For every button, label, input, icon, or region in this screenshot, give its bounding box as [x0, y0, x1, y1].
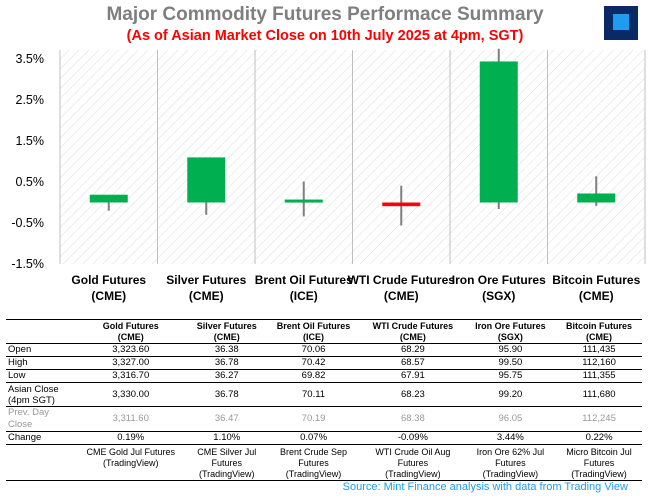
candles [89, 48, 616, 226]
table-cell: 70.19 [266, 406, 362, 432]
y-tick-label: 3.5% [16, 52, 45, 66]
table-cell: 36.47 [187, 406, 267, 432]
table-row: Low 3,316.70 36.27 69.82 67.91 95.75 111,355 [6, 369, 642, 383]
table-column-header: Bitcoin Futures (CME) [556, 319, 642, 344]
table-row-label: Low [6, 369, 74, 383]
table-cell: 69.82 [266, 369, 362, 383]
table-cell: 3,316.70 [74, 369, 188, 383]
candle-body [577, 193, 616, 203]
table-column-header: Brent Oil Futures (ICE) [266, 319, 362, 344]
table-cell: 0.07% [266, 431, 362, 445]
table-cell: 67.91 [361, 369, 465, 383]
candle-body [187, 157, 226, 203]
candle-body [382, 202, 421, 207]
y-tick-label: 1.5% [16, 134, 45, 148]
table-row: Prev. Day Close 3,311.60 36.47 70.19 68.38 96… [6, 406, 642, 432]
chart-title: Major Commodity Futures Performace Summa… [106, 4, 544, 25]
x-tick-label: (CME) [384, 289, 419, 303]
table-cell: 111,680 [556, 382, 642, 407]
table-row-label: Prev. Day Close [6, 406, 74, 432]
table-cell: 3.44% [464, 431, 557, 445]
table-row-label: Open [6, 343, 74, 357]
table-cell: 3,311.60 [74, 406, 188, 432]
x-tick-label: (CME) [579, 289, 614, 303]
x-tick-label: Silver Futures [166, 273, 246, 287]
table-corner-cell [6, 319, 74, 344]
table-cell: 36.78 [187, 356, 267, 370]
table-cell: 68.29 [361, 343, 465, 357]
table-header-row: Gold Futures (CME) Silver Futures (CME) Bren… [6, 319, 642, 344]
y-tick-label: 0.5% [16, 175, 45, 189]
table-row: High 3,327.00 36.78 70.42 68.57 99.50 112,160 [6, 356, 642, 370]
table-column-header: Iron Ore Futures (SGX) [464, 319, 557, 344]
logo-mark [613, 14, 629, 30]
table-note-cell: Brent Crude Sep Futures (TradingView) [266, 444, 362, 481]
x-tick-label: (SGX) [482, 289, 515, 303]
table-cell: 112,245 [556, 406, 642, 432]
price-table: Gold Futures (CME) Silver Futures (CME) Bren… [6, 319, 642, 481]
candle-body [284, 199, 323, 203]
table-row: Change 0.19% 1.10% 0.07% -0.09% 3.44% 0.22% [6, 431, 642, 445]
table-cell: 68.57 [361, 356, 465, 370]
table-row: Open 3,323.60 36.38 70.06 68.29 95.90 111,435 [6, 343, 642, 357]
x-tick-label: (ICE) [290, 289, 318, 303]
x-tick-label: Gold Futures [71, 273, 146, 287]
table-cell: 36.27 [187, 369, 267, 383]
table-cell: 70.42 [266, 356, 362, 370]
table-cell: 111,435 [556, 343, 642, 357]
table-column-header: Gold Futures (CME) [74, 319, 188, 344]
table-row-label: Asian Close (4pm SGT) [6, 382, 74, 407]
table-cell: 68.23 [361, 382, 465, 407]
table-note-cell: CME Gold Jul Futures (TradingView) [74, 444, 188, 481]
table-cell: 112,160 [556, 356, 642, 370]
x-tick-label: (CME) [91, 289, 126, 303]
table-note-cell: WTI Crude Oil Aug Futures (TradingView) [361, 444, 465, 481]
table-cell: 70.11 [266, 382, 362, 407]
candle-body [479, 61, 518, 203]
table-cell: 1.10% [187, 431, 267, 445]
table-cell: 95.75 [464, 369, 557, 383]
x-tick-label: (CME) [189, 289, 224, 303]
table-column-header: Silver Futures (CME) [187, 319, 267, 344]
x-tick-label: WTI Crude Futures [348, 273, 456, 287]
table-cell: 0.22% [556, 431, 642, 445]
source-note: Source: Mint Finance analysis with data … [342, 481, 628, 493]
x-tick-label: Bitcoin Futures [552, 273, 640, 287]
table-cell: 99.50 [464, 356, 557, 370]
table-cell: 99.20 [464, 382, 557, 407]
table-cell: -0.09% [361, 431, 465, 445]
x-tick-label: Iron Ore Futures [452, 273, 546, 287]
table-notes-blank [6, 444, 74, 481]
table-cell: 68.38 [361, 406, 465, 432]
table-cell: 3,323.60 [74, 343, 188, 357]
table-row-label: High [6, 356, 74, 370]
table-row: Asian Close (4pm SGT) 3,330.00 36.78 70.11 68… [6, 382, 642, 407]
table-cell: 95.90 [464, 343, 557, 357]
table-note-cell: Micro Bitcoin Jul Futures (TradingView) [556, 444, 642, 481]
table-cell: 3,327.00 [74, 356, 188, 370]
x-tick-label: Brent Oil Futures [255, 273, 353, 287]
table-note-cell: CME Silver Jul Futures (TradingView) [187, 444, 267, 481]
table-cell: 36.78 [187, 382, 267, 407]
y-axis: 3.5% 2.5% 1.5% 0.5% -0.5% -1.5% [11, 52, 44, 271]
table-note-cell: Iron Ore 62% Jul Futures (TradingView) [464, 444, 557, 481]
table-cell: 36.38 [187, 343, 267, 357]
table-cell: 0.19% [74, 431, 188, 445]
brand-logo [604, 6, 638, 40]
candle-body [89, 194, 128, 203]
category-dividers [59, 50, 646, 264]
y-tick-label: 2.5% [16, 93, 45, 107]
table-cell: 111,355 [556, 369, 642, 383]
table-cell: 96.05 [464, 406, 557, 432]
y-tick-label: -0.5% [11, 216, 44, 230]
table-cell: 70.06 [266, 343, 362, 357]
table-column-header: WTI Crude Futures (CME) [361, 319, 465, 344]
chart-subtitle: (As of Asian Market Close on 10th July 2… [126, 28, 524, 44]
commodity-candlestick-chart: 3.5% 2.5% 1.5% 0.5% -0.5% -1.5% Gold Futures (… [11, 48, 646, 303]
table-cell: 3,330.00 [74, 382, 188, 407]
x-axis-labels: Gold Futures (CME) Silver Futures (CME) Bren… [71, 273, 640, 303]
table-notes-row: CME Gold Jul Futures (TradingView) CME Sil… [6, 444, 642, 481]
table-row-label: Change [6, 431, 74, 445]
y-tick-label: -1.5% [11, 257, 44, 271]
